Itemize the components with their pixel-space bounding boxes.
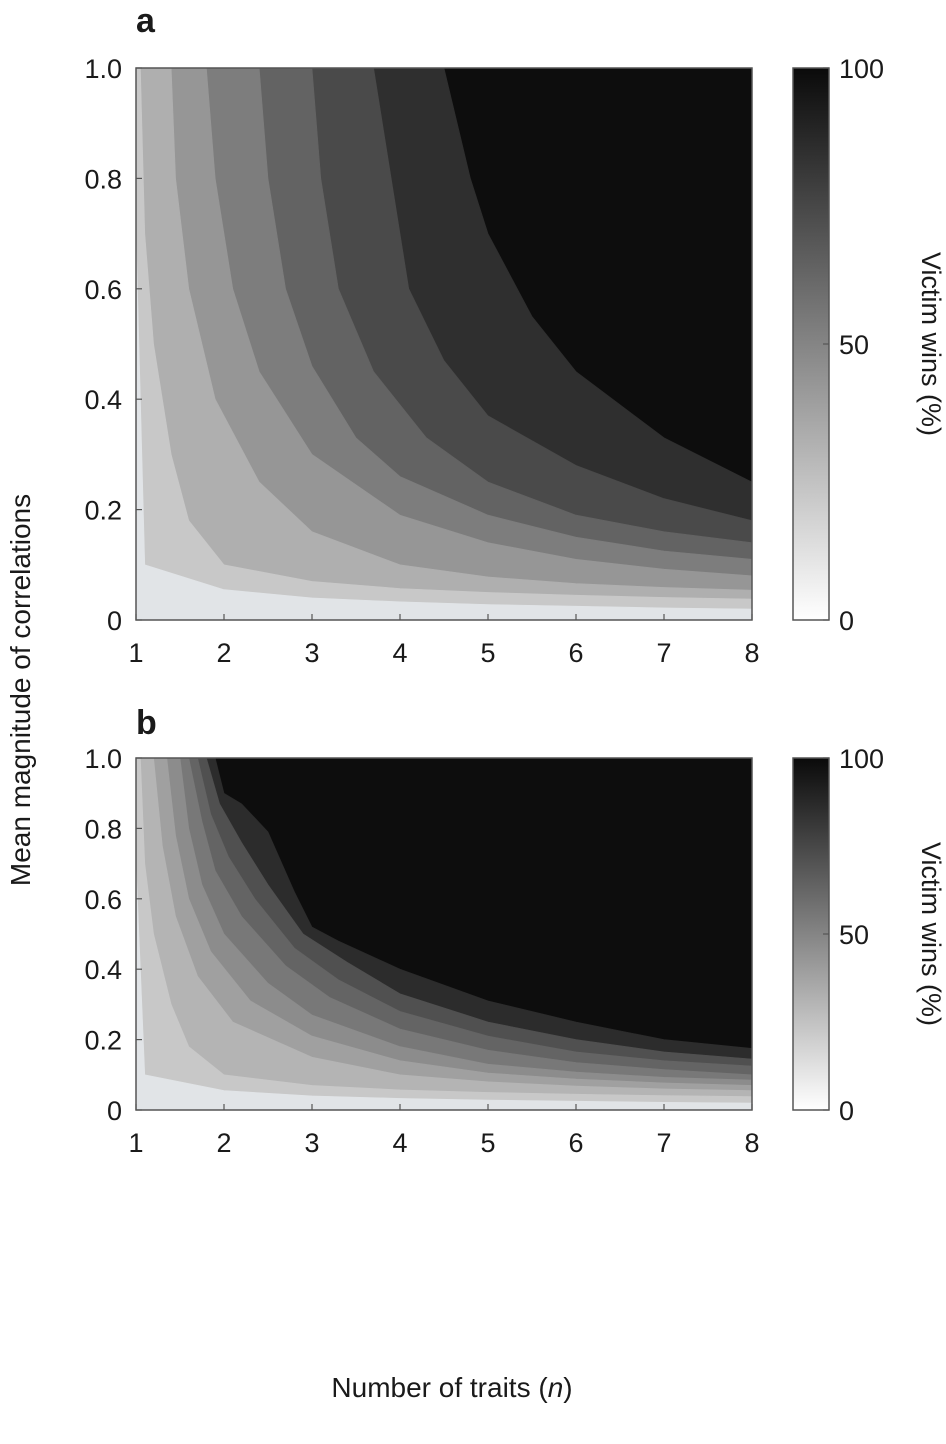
panel-a-contours bbox=[135, 67, 753, 621]
x-tick-label: 4 bbox=[392, 1128, 407, 1158]
panel-a-y-axis: 0 0.2 0.4 0.6 0.8 1.0 bbox=[84, 54, 142, 636]
x-tick-label: 3 bbox=[304, 638, 319, 668]
panel-a-x-axis: 1 2 3 4 5 6 7 8 bbox=[128, 614, 760, 668]
panel-b-plot-frame bbox=[135, 757, 753, 1111]
x-tick-label: 2 bbox=[216, 638, 231, 668]
panel-a-colorbar-ticks: 0 50 100 bbox=[823, 54, 884, 636]
colorbar-tick-label: 100 bbox=[839, 744, 884, 774]
y-tick-label: 0.2 bbox=[84, 1026, 122, 1056]
panel-b-x-axis: 1 2 3 4 5 6 7 8 bbox=[128, 1104, 760, 1158]
panel-a-letter: a bbox=[136, 2, 156, 40]
panel-b-contours bbox=[135, 757, 753, 1111]
x-tick-label: 8 bbox=[744, 638, 759, 668]
x-axis-title-var: n bbox=[548, 1372, 564, 1403]
colorbar-tick-label: 50 bbox=[839, 330, 869, 360]
x-tick-label: 1 bbox=[128, 1128, 143, 1158]
x-tick-label: 6 bbox=[568, 1128, 583, 1158]
x-tick-label: 7 bbox=[656, 1128, 671, 1158]
panel-b-colorbar-label: Victim wins (%) bbox=[916, 842, 946, 1026]
panel-a-plot-frame bbox=[135, 67, 753, 621]
y-tick-label: 0.4 bbox=[84, 955, 122, 985]
x-tick-label: 4 bbox=[392, 638, 407, 668]
y-tick-label: 1.0 bbox=[84, 54, 122, 84]
panel-a: a 1 2 3 4 5 6 7 8 0 0.2 0.4 0.6 0.8 1.0 0 50 100 Victi… bbox=[84, 2, 946, 668]
x-tick-label: 5 bbox=[480, 638, 495, 668]
y-tick-label: 0.8 bbox=[84, 164, 122, 194]
y-tick-label: 0.2 bbox=[84, 496, 122, 526]
x-tick-label: 3 bbox=[304, 1128, 319, 1158]
y-tick-label: 0.6 bbox=[84, 885, 122, 915]
y-tick-label: 0 bbox=[107, 606, 122, 636]
panel-b-letter: b bbox=[136, 704, 157, 742]
x-axis-title-suffix: ) bbox=[563, 1372, 572, 1403]
x-axis-title: Number of traits (n) bbox=[331, 1372, 572, 1403]
panel-b-colorbar-ticks: 0 50 100 bbox=[823, 744, 884, 1126]
colorbar-tick-label: 50 bbox=[839, 920, 869, 950]
x-tick-label: 1 bbox=[128, 638, 143, 668]
y-tick-label: 0.4 bbox=[84, 385, 122, 415]
panel-b: b 1 2 3 4 5 6 7 8 0 0.2 0.4 0.6 0.8 1.0 0 50 100 Victi… bbox=[84, 704, 946, 1158]
x-tick-label: 6 bbox=[568, 638, 583, 668]
x-tick-label: 5 bbox=[480, 1128, 495, 1158]
colorbar-tick-label: 100 bbox=[839, 54, 884, 84]
colorbar-tick-label: 0 bbox=[839, 606, 854, 636]
y-tick-label: 0 bbox=[107, 1096, 122, 1126]
x-tick-label: 8 bbox=[744, 1128, 759, 1158]
y-tick-label: 0.8 bbox=[84, 814, 122, 844]
y-axis-title: Mean magnitude of correlations bbox=[5, 494, 36, 886]
y-tick-label: 0.6 bbox=[84, 275, 122, 305]
x-axis-title-prefix: Number of traits ( bbox=[331, 1372, 548, 1403]
x-tick-label: 7 bbox=[656, 638, 671, 668]
panel-a-colorbar-label: Victim wins (%) bbox=[916, 252, 946, 436]
panel-b-y-axis: 0 0.2 0.4 0.6 0.8 1.0 bbox=[84, 744, 142, 1126]
y-tick-label: 1.0 bbox=[84, 744, 122, 774]
colorbar-tick-label: 0 bbox=[839, 1096, 854, 1126]
x-tick-label: 2 bbox=[216, 1128, 231, 1158]
